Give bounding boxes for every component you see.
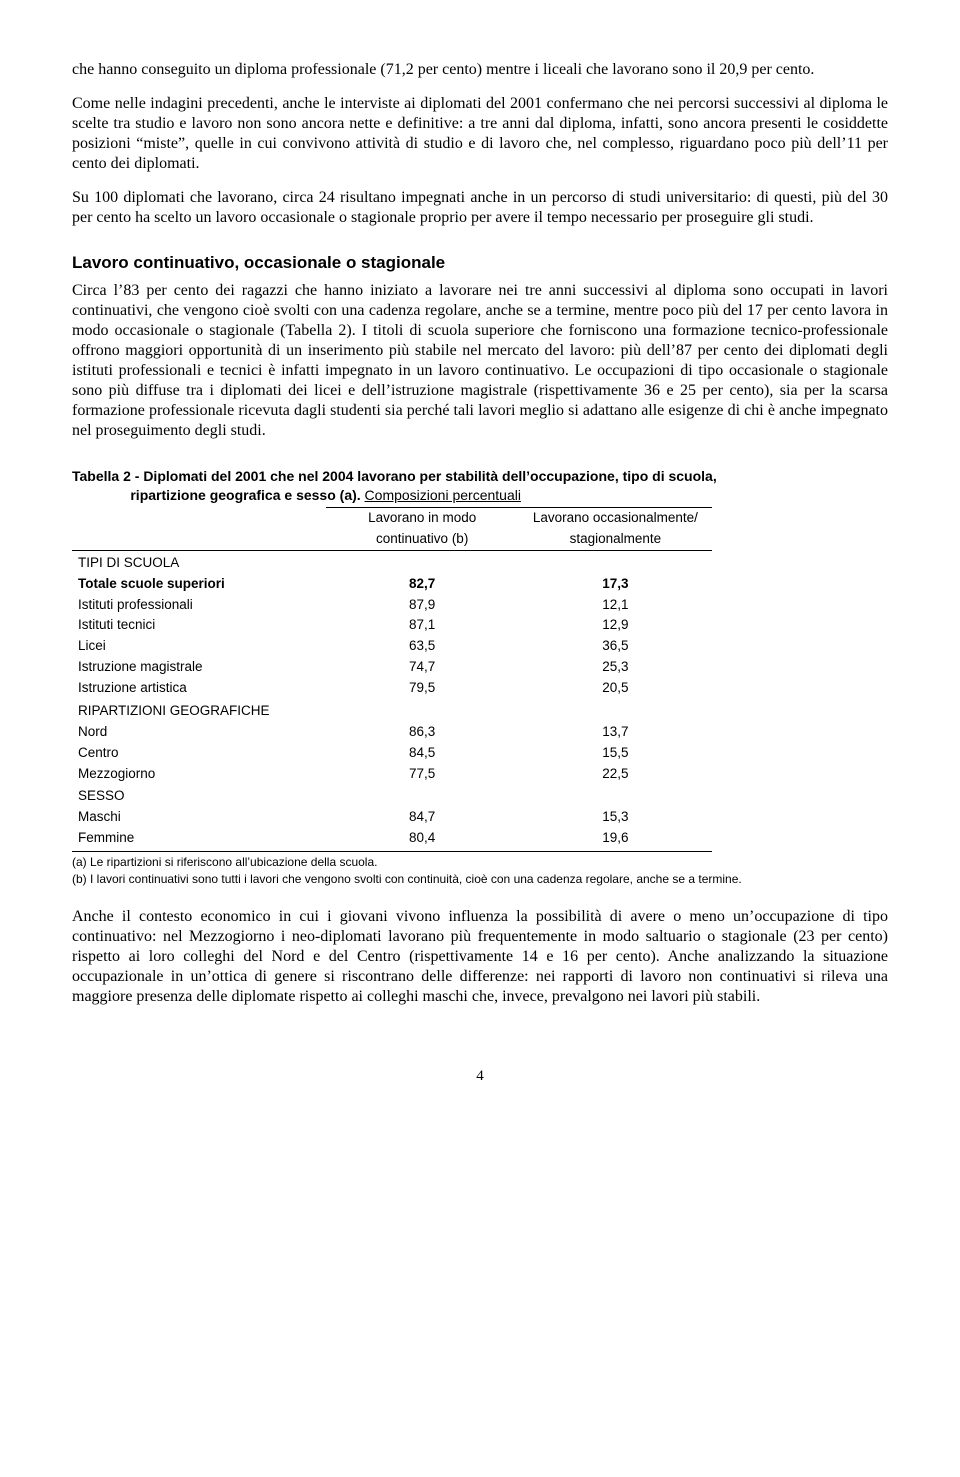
- row-label: Mezzogiorno: [72, 764, 326, 785]
- row-value: 25,3: [519, 657, 712, 678]
- table-row: Istruzione magistrale 74,7 25,3: [72, 657, 712, 678]
- row-value: 77,5: [326, 764, 519, 785]
- paragraph-4: Circa l’83 per cento dei ragazzi che han…: [72, 281, 888, 441]
- row-value: 22,5: [519, 764, 712, 785]
- section-label-tipi: TIPI DI SCUOLA: [72, 550, 712, 573]
- table-row: Totale scuole superiori 82,7 17,3: [72, 574, 712, 595]
- footnote-a: (a) Le ripartizioni si riferiscono all’u…: [72, 855, 892, 870]
- table-title: Tabella 2 - Diplomati del 2001 che nel 2…: [72, 467, 888, 505]
- table-title-line2-prefix: ripartizione geografica e sesso (a).: [130, 487, 364, 503]
- footnote-b: (b) I lavori continuativi sono tutti i l…: [72, 872, 892, 887]
- row-value: 80,4: [326, 828, 519, 849]
- row-value: 87,9: [326, 595, 519, 616]
- row-value: 12,9: [519, 615, 712, 636]
- section-label-sesso: SESSO: [72, 784, 712, 807]
- table-section-sesso: SESSO: [72, 784, 712, 807]
- row-value: 15,3: [519, 807, 712, 828]
- table-section-tipi: TIPI DI SCUOLA: [72, 550, 712, 573]
- table-2: Lavorano in modo Lavorano occasionalment…: [72, 507, 712, 849]
- row-value: 20,5: [519, 678, 712, 699]
- row-value: 82,7: [326, 574, 519, 595]
- row-label: Licei: [72, 636, 326, 657]
- row-label: Istituti tecnici: [72, 615, 326, 636]
- table-row: Istituti tecnici 87,1 12,9: [72, 615, 712, 636]
- table-section-ripartizioni: RIPARTIZIONI GEOGRAFICHE: [72, 699, 712, 722]
- table-row: Mezzogiorno 77,5 22,5: [72, 764, 712, 785]
- table-row: Maschi 84,7 15,3: [72, 807, 712, 828]
- table-title-line1: Tabella 2 - Diplomati del 2001 che nel 2…: [72, 468, 717, 484]
- row-label: Nord: [72, 722, 326, 743]
- row-value: 84,5: [326, 743, 519, 764]
- table-row: Centro 84,5 15,5: [72, 743, 712, 764]
- row-value: 17,3: [519, 574, 712, 595]
- row-value: 84,7: [326, 807, 519, 828]
- table-bottom-rule: [72, 851, 712, 852]
- row-label: Maschi: [72, 807, 326, 828]
- table-row: Femmine 80,4 19,6: [72, 828, 712, 849]
- row-value: 15,5: [519, 743, 712, 764]
- row-value: 13,7: [519, 722, 712, 743]
- row-label: Totale scuole superiori: [72, 574, 326, 595]
- paragraph-1: che hanno conseguito un diploma professi…: [72, 60, 888, 80]
- row-value: 36,5: [519, 636, 712, 657]
- row-label: Istruzione artistica: [72, 678, 326, 699]
- row-label: Istituti professionali: [72, 595, 326, 616]
- row-label: Centro: [72, 743, 326, 764]
- row-value: 19,6: [519, 828, 712, 849]
- row-value: 63,5: [326, 636, 519, 657]
- col2-header-l1: Lavorano occasionalmente/: [519, 508, 712, 529]
- col2-header-l2: stagionalmente: [519, 529, 712, 550]
- row-label: Istruzione magistrale: [72, 657, 326, 678]
- table-title-line2-underline: Composizioni percentuali: [365, 487, 521, 503]
- col1-header-l1: Lavorano in modo: [326, 508, 519, 529]
- row-value: 12,1: [519, 595, 712, 616]
- section-heading: Lavoro continuativo, occasionale o stagi…: [72, 252, 888, 273]
- section-label-ripartizioni: RIPARTIZIONI GEOGRAFICHE: [72, 699, 712, 722]
- paragraph-2: Come nelle indagini precedenti, anche le…: [72, 94, 888, 174]
- paragraph-3: Su 100 diplomati che lavorano, circa 24 …: [72, 188, 888, 228]
- row-value: 87,1: [326, 615, 519, 636]
- row-value: 86,3: [326, 722, 519, 743]
- row-label: Femmine: [72, 828, 326, 849]
- table-row: Istituti professionali 87,9 12,1: [72, 595, 712, 616]
- row-value: 74,7: [326, 657, 519, 678]
- table-row: Nord 86,3 13,7: [72, 722, 712, 743]
- table-row: Licei 63,5 36,5: [72, 636, 712, 657]
- row-value: 79,5: [326, 678, 519, 699]
- page-number: 4: [72, 1067, 888, 1086]
- paragraph-5: Anche il contesto economico in cui i gio…: [72, 907, 888, 1007]
- table-row: Istruzione artistica 79,5 20,5: [72, 678, 712, 699]
- col1-header-l2: continuativo (b): [326, 529, 519, 550]
